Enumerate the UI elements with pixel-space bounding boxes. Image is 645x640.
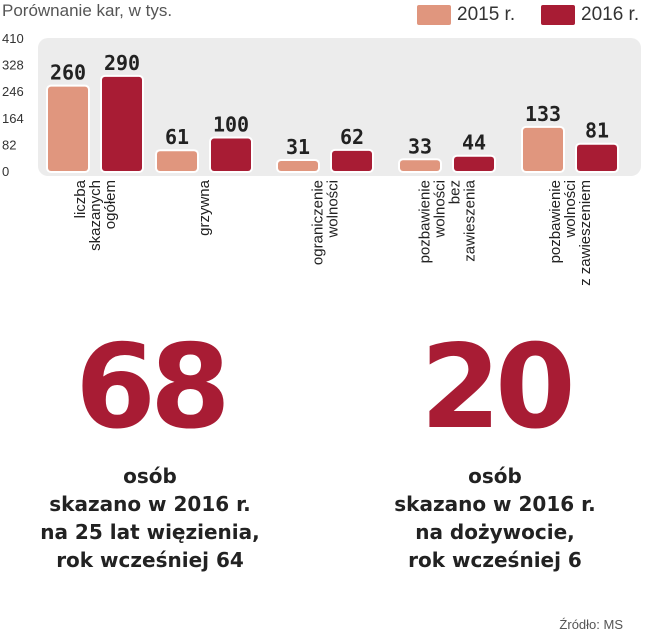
data-label: 44 — [462, 131, 486, 155]
category-label: liczba — [72, 179, 89, 218]
legend-item-2015: 2015 r. — [417, 4, 515, 26]
legend-swatch-2016 — [541, 5, 575, 25]
data-label: 260 — [50, 61, 86, 85]
stat-line: na dożywocie, — [415, 520, 575, 544]
stat-line: na 25 lat więzienia, — [40, 520, 260, 544]
data-label: 62 — [340, 125, 364, 149]
y-tick-label: 0 — [2, 164, 9, 179]
category-label: pozbawienie — [417, 180, 434, 263]
category-label: bez — [447, 180, 464, 204]
category-label: wolności — [432, 180, 449, 239]
bar-2015r-1 — [157, 151, 197, 171]
y-tick-label: 328 — [2, 58, 24, 73]
bar-2015r-0 — [48, 86, 88, 171]
y-tick-label: 410 — [2, 31, 24, 46]
stat-line: rok wcześniej 6 — [408, 548, 582, 572]
stat-line: rok wcześniej 64 — [56, 548, 244, 572]
bar-2016r-1 — [211, 138, 251, 171]
data-label: 31 — [286, 135, 310, 159]
category-label: ogółem — [102, 180, 119, 229]
bar-2015r-2 — [278, 160, 318, 171]
data-label: 61 — [165, 125, 189, 149]
bar-2016r-4 — [577, 144, 617, 171]
stat-text-25-years: osób skazano w 2016 r. na 25 lat więzien… — [0, 462, 300, 574]
chart-title: Porównanie kar, w tys. — [2, 1, 173, 20]
data-label: 100 — [213, 113, 249, 137]
y-tick-label: 246 — [2, 84, 24, 99]
bar-2016r-0 — [102, 76, 142, 171]
data-label: 290 — [104, 51, 140, 75]
legend-item-2016: 2016 r. — [541, 4, 639, 26]
category-label: zawieszenia — [462, 179, 479, 261]
category-label: wolności — [562, 180, 579, 239]
y-tick-label: 164 — [2, 111, 24, 126]
data-label: 81 — [585, 119, 609, 143]
stat-line: skazano w 2016 r. — [394, 492, 596, 516]
legend-label-2015: 2015 r. — [457, 4, 516, 25]
category-label: grzywna — [196, 179, 213, 236]
bar-chart: 0 82 164 246 328 410 260 61 31 33 133 290 100 62 44 81 l… — [2, 31, 641, 286]
data-label: 33 — [408, 134, 432, 158]
stat-line: osób — [468, 464, 522, 488]
category-label: wolności — [325, 180, 342, 239]
stat-number-25-years: 68 — [75, 320, 230, 455]
bar-2016r-2 — [332, 150, 372, 171]
data-label: 133 — [525, 102, 561, 126]
stat-line: skazano w 2016 r. — [49, 492, 251, 516]
bar-2016r-3 — [454, 156, 494, 171]
category-label: z zawieszeniem — [577, 180, 594, 286]
bar-2015r-4 — [523, 127, 563, 171]
y-tick-label: 82 — [2, 137, 16, 152]
bar-2015r-3 — [400, 160, 440, 171]
category-label: pozbawienie — [547, 180, 564, 263]
source-note: Źródło: MS — [559, 617, 623, 632]
stat-line: osób — [123, 464, 177, 488]
category-label: skazanych — [87, 180, 104, 251]
stat-text-life: osób skazano w 2016 r. na dożywocie, rok… — [345, 462, 645, 574]
plot-background — [38, 38, 641, 176]
stat-number-life: 20 — [420, 320, 575, 455]
category-label: ograniczenie — [310, 180, 327, 265]
legend-label-2016: 2016 r. — [581, 4, 640, 25]
legend-swatch-2015 — [417, 5, 451, 25]
